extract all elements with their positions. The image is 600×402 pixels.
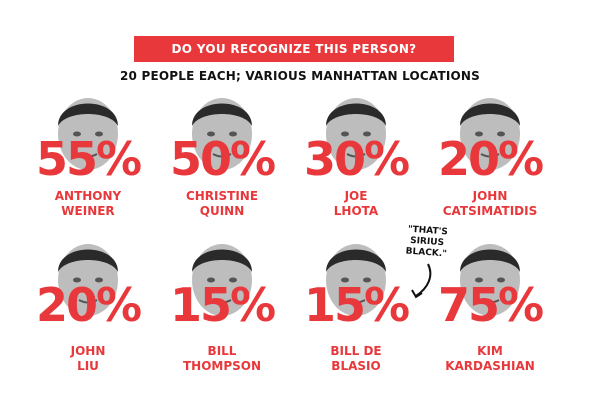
recognition-percent: 15% — [303, 278, 410, 332]
recognition-percent: 75% — [437, 278, 544, 332]
chart-subtitle: 20 PEOPLE EACH; VARIOUS MANHATTAN LOCATI… — [119, 69, 481, 83]
portrait-icon — [58, 98, 118, 170]
person-card: 55% ANTHONY WEINER — [18, 86, 158, 246]
person-name-line: BILL — [207, 344, 237, 358]
person-name-line: JOHN — [472, 189, 508, 203]
person-name: KIM KARDASHIAN — [420, 344, 560, 374]
recognition-percent: 20% — [35, 278, 142, 332]
person-card: 15% BILL THOMPSON — [152, 232, 292, 392]
recognition-percent: 20% — [437, 132, 544, 186]
person-name: JOHN LIU — [18, 344, 158, 374]
person-name-line: LIU — [77, 359, 99, 373]
sirius-black-quote: "THAT'S SIRIUS BLACK." — [391, 224, 463, 262]
person-card: 20% JOHN CATSIMATIDIS — [420, 86, 560, 246]
person-name: ANTHONY WEINER — [18, 189, 158, 219]
person-card: 20% JOHN LIU — [18, 232, 158, 392]
person-name: BILL DE BLASIO — [286, 344, 426, 374]
portrait-icon — [58, 244, 118, 316]
person-card: 50% CHRISTINE QUINN — [152, 86, 292, 246]
person-card: 75% KIM KARDASHIAN — [420, 232, 560, 392]
recognition-percent: 50% — [169, 132, 276, 186]
person-card: 30% JOE LHOTA — [286, 86, 426, 246]
person-name-line: KIM — [477, 344, 503, 358]
person-name-line: JOHN — [70, 344, 106, 358]
portrait-icon — [460, 98, 520, 170]
person-card: 15% BILL DE BLASIO — [286, 232, 426, 392]
person-name-line: KARDASHIAN — [445, 359, 535, 373]
recognition-percent: 30% — [303, 132, 410, 186]
person-name: BILL THOMPSON — [152, 344, 292, 374]
portrait-icon — [326, 98, 386, 170]
person-name: JOE LHOTA — [286, 189, 426, 219]
chart-title: DO YOU RECOGNIZE THIS PERSON? — [171, 42, 417, 56]
person-name: JOHN CATSIMATIDIS — [420, 189, 560, 219]
title-banner: DO YOU RECOGNIZE THIS PERSON? — [134, 36, 454, 62]
person-name: CHRISTINE QUINN — [152, 189, 292, 219]
person-name-line: CHRISTINE — [185, 189, 259, 203]
person-name-line: BILL DE — [330, 344, 382, 358]
quote-arrow-icon — [411, 263, 432, 299]
portrait-icon — [192, 98, 252, 170]
person-name-line: THOMPSON — [182, 359, 262, 373]
person-name-line: ANTHONY — [54, 189, 122, 203]
person-name-line: JOE — [344, 189, 368, 203]
recognition-percent: 55% — [35, 132, 142, 186]
person-name-line: LHOTA — [333, 204, 379, 218]
person-name-line: QUINN — [199, 204, 245, 218]
portrait-icon — [326, 244, 386, 316]
portrait-icon — [460, 244, 520, 316]
person-name-line: WEINER — [61, 204, 115, 218]
person-name-line: CATSIMATIDIS — [442, 204, 538, 218]
portrait-icon — [192, 244, 252, 316]
recognition-percent: 15% — [169, 278, 276, 332]
person-name-line: BLASIO — [331, 359, 381, 373]
